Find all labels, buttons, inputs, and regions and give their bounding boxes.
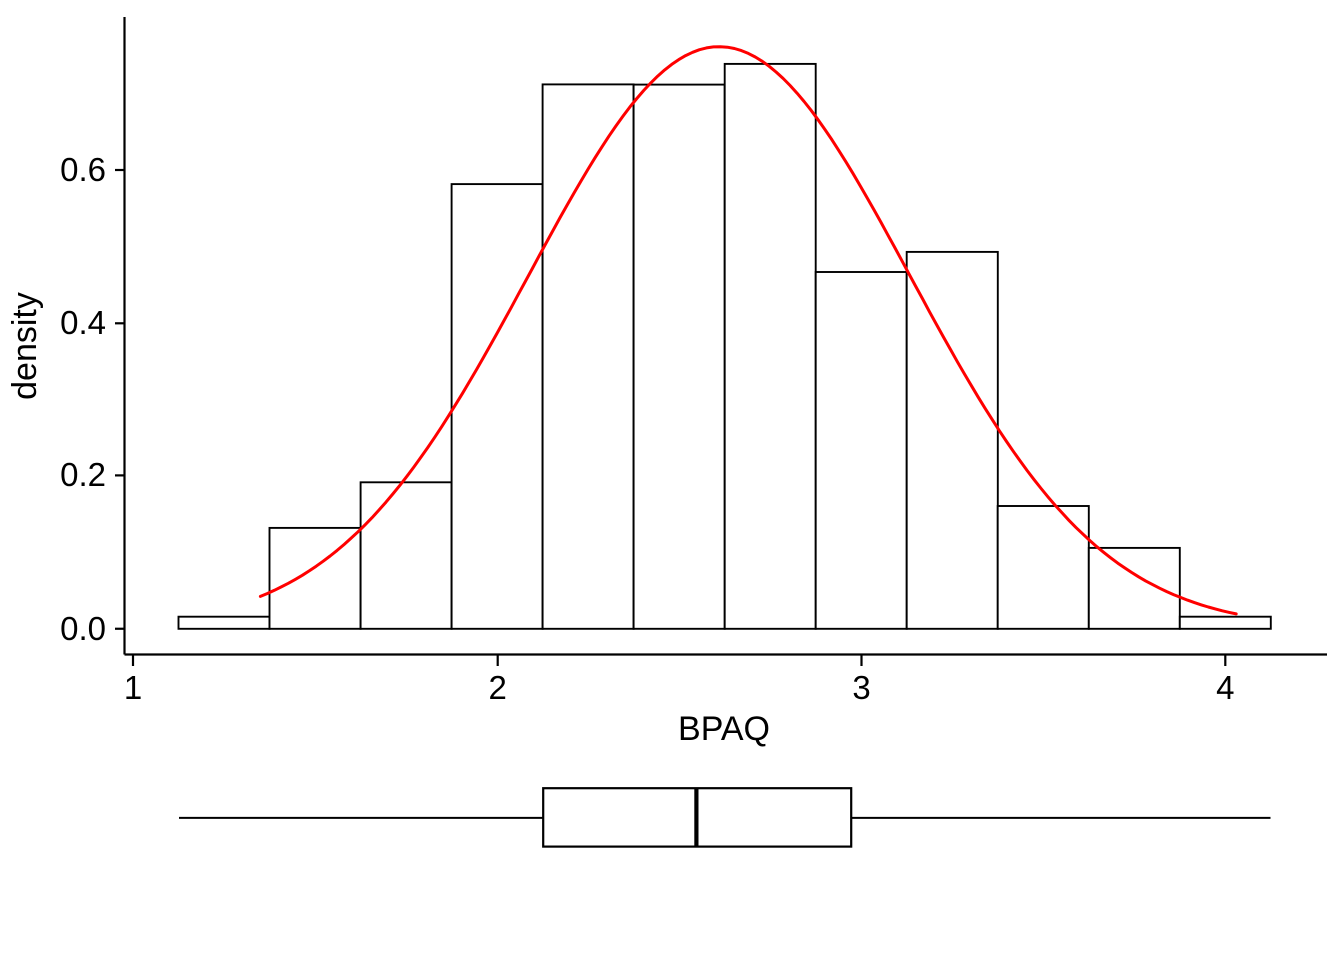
svg-text:4: 4 [1216, 669, 1234, 706]
svg-text:0.6: 0.6 [60, 151, 106, 188]
svg-text:2: 2 [489, 669, 507, 706]
svg-text:3: 3 [852, 669, 870, 706]
svg-text:BPAQ: BPAQ [678, 710, 770, 748]
svg-text:0.0: 0.0 [60, 610, 106, 647]
svg-text:0.2: 0.2 [60, 456, 106, 493]
svg-text:density: density [6, 292, 44, 400]
svg-text:1: 1 [124, 669, 142, 706]
svg-text:0.4: 0.4 [60, 304, 106, 341]
